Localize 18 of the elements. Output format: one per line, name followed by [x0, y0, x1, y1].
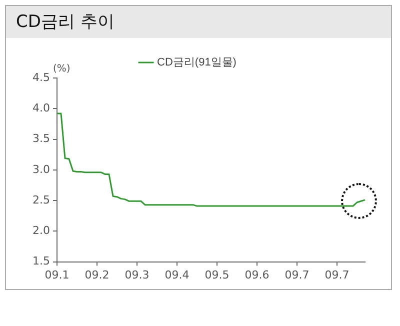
y-tick-label: 4.5 [32, 70, 50, 84]
y-axis-title: (%) [53, 64, 70, 75]
x-tick-label: 09.5 [204, 268, 230, 282]
legend-label: CD금리(91일물) [157, 56, 236, 69]
y-tick-label: 3.0 [32, 162, 50, 176]
chart-title: CD금리 추이 [6, 6, 391, 38]
y-tick-label: 2.5 [32, 193, 50, 206]
x-tick-label: 09.7 [284, 268, 310, 282]
x-tick-label: 09.7 [324, 268, 350, 282]
x-tick-label: 09.2 [84, 268, 110, 282]
x-tick-label: 09.6 [244, 268, 270, 282]
x-tick-label: 09.3 [124, 268, 150, 282]
y-tick-label: 3.5 [32, 132, 50, 146]
x-tick-label: 09.4 [164, 268, 190, 282]
x-tick-label: 09.1 [44, 268, 70, 282]
y-tick-label: 2.0 [32, 224, 50, 238]
y-tick-label: 4.0 [32, 101, 50, 114]
y-tick-label: 1.5 [32, 254, 50, 268]
